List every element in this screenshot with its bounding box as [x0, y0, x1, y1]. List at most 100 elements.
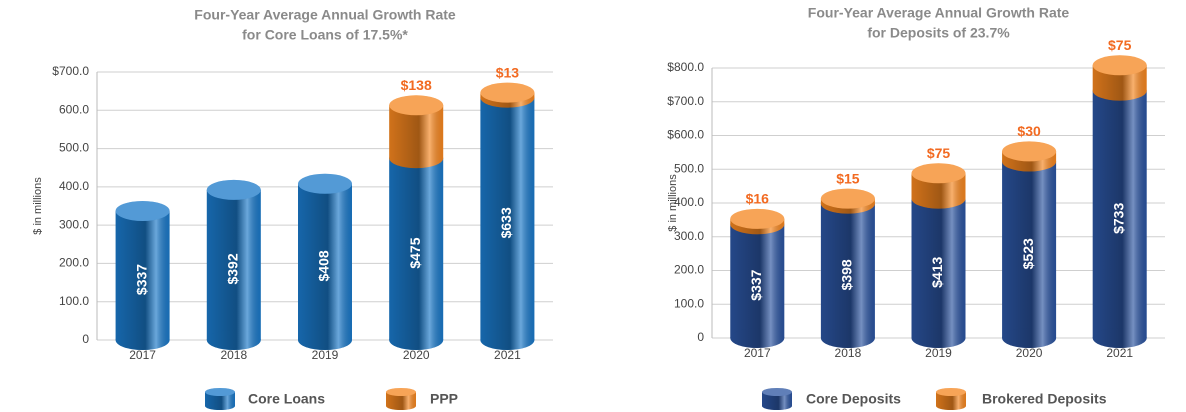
y-tick-label: 100.0 [59, 294, 89, 308]
y-tick-label: 500.0 [59, 141, 89, 155]
x-tick-label: 2019 [312, 348, 339, 362]
y-tick-label: 300.0 [674, 229, 704, 243]
value-label: $733 [1110, 203, 1126, 234]
chart-title: Four-Year Average Annual Growth Rate [194, 7, 456, 23]
shade [480, 97, 535, 350]
value-label: $633 [498, 207, 514, 238]
shade [206, 189, 261, 350]
bar-cap-light [115, 200, 170, 221]
bar-cap-light [1092, 55, 1147, 76]
bar-cap-light [298, 173, 352, 194]
bar-cap [206, 179, 261, 200]
cylinder [936, 392, 966, 410]
shade [820, 203, 875, 348]
shade [762, 392, 792, 410]
bar-cap-light [936, 388, 966, 396]
x-tick-label: 2018 [220, 348, 247, 362]
cylinder [389, 105, 444, 169]
value-label: $75 [927, 145, 951, 161]
bar-cap [911, 163, 966, 184]
cylinder [298, 183, 352, 350]
y-tick-label: 400.0 [674, 195, 704, 209]
value-label: $475 [407, 237, 423, 268]
y-tick-label: 500.0 [674, 161, 704, 175]
bar-cap [1092, 55, 1147, 76]
cylinder [480, 97, 535, 350]
value-label: $13 [496, 64, 520, 80]
bar-cap-light [911, 163, 966, 184]
cylinder [1002, 161, 1057, 348]
bar-cap [115, 200, 170, 221]
bar-cap [205, 388, 235, 396]
shade [1002, 161, 1057, 348]
bar-cap-light [762, 388, 792, 396]
value-label: $15 [836, 170, 860, 186]
cylinder [389, 158, 444, 350]
y-tick-label: 400.0 [59, 179, 89, 193]
bar-cap [936, 388, 966, 396]
bar-cap [480, 82, 535, 103]
value-label: $75 [1108, 37, 1132, 53]
value-label: $337 [748, 269, 764, 300]
shade [205, 392, 235, 410]
shade [298, 183, 352, 350]
bar-cap-light [480, 82, 535, 103]
bar-cap-light [730, 208, 785, 229]
value-label: $392 [225, 253, 241, 284]
value-label: $16 [746, 191, 770, 207]
shade [115, 210, 170, 350]
bar-cap-light [205, 388, 235, 396]
bar-cap-light [386, 388, 416, 396]
y-tick-label: 100.0 [674, 296, 704, 310]
cylinder [206, 189, 261, 350]
x-tick-label: 2019 [925, 346, 952, 360]
shade [389, 158, 444, 350]
shade [386, 392, 416, 410]
bar-cap [762, 388, 792, 396]
cylinder [911, 198, 966, 348]
x-tick-label: 2020 [403, 348, 430, 362]
bar-cap [389, 95, 444, 116]
y-tick-label: $600.0 [667, 128, 704, 142]
cylinder [820, 203, 875, 348]
cylinder [205, 392, 235, 410]
bar-cap [1002, 141, 1057, 162]
bar-cap [386, 388, 416, 396]
shade [730, 224, 785, 348]
chart-title: for Deposits of 23.7% [867, 25, 1010, 41]
legend-label: Brokered Deposits [982, 391, 1107, 407]
value-label: $413 [929, 257, 945, 288]
y-tick-label: 200.0 [674, 263, 704, 277]
cylinder [762, 392, 792, 410]
y-tick-label: $700.0 [667, 94, 704, 108]
x-tick-label: 2021 [1106, 346, 1133, 360]
y-tick-label: 0 [697, 330, 704, 344]
bar-cap [730, 208, 785, 229]
value-label: $523 [1020, 238, 1036, 269]
legend-label: Core Deposits [806, 391, 901, 407]
shade [1092, 90, 1147, 349]
y-axis-label: $ in millions [667, 174, 679, 232]
value-label: $408 [316, 250, 332, 281]
chart-title: for Core Loans of 17.5%* [242, 27, 408, 43]
bar-cap-light [820, 188, 875, 209]
bar-cap [298, 173, 352, 194]
value-label: $138 [401, 77, 432, 93]
x-tick-label: 2017 [744, 346, 771, 360]
x-tick-label: 2020 [1016, 346, 1043, 360]
shade [1092, 65, 1147, 101]
y-tick-label: $700.0 [52, 64, 89, 78]
cylinder [386, 392, 416, 410]
bar-cap-light [389, 95, 444, 116]
x-tick-label: 2017 [129, 348, 156, 362]
y-axis-label: $ in millions [32, 177, 44, 235]
bar-cap [820, 188, 875, 209]
cylinder [1092, 90, 1147, 349]
value-label: $30 [1017, 123, 1041, 139]
y-tick-label: 300.0 [59, 217, 89, 231]
x-tick-label: 2018 [835, 346, 862, 360]
y-tick-label: $800.0 [667, 60, 704, 74]
shade [389, 105, 444, 169]
y-tick-label: 0 [82, 332, 89, 346]
